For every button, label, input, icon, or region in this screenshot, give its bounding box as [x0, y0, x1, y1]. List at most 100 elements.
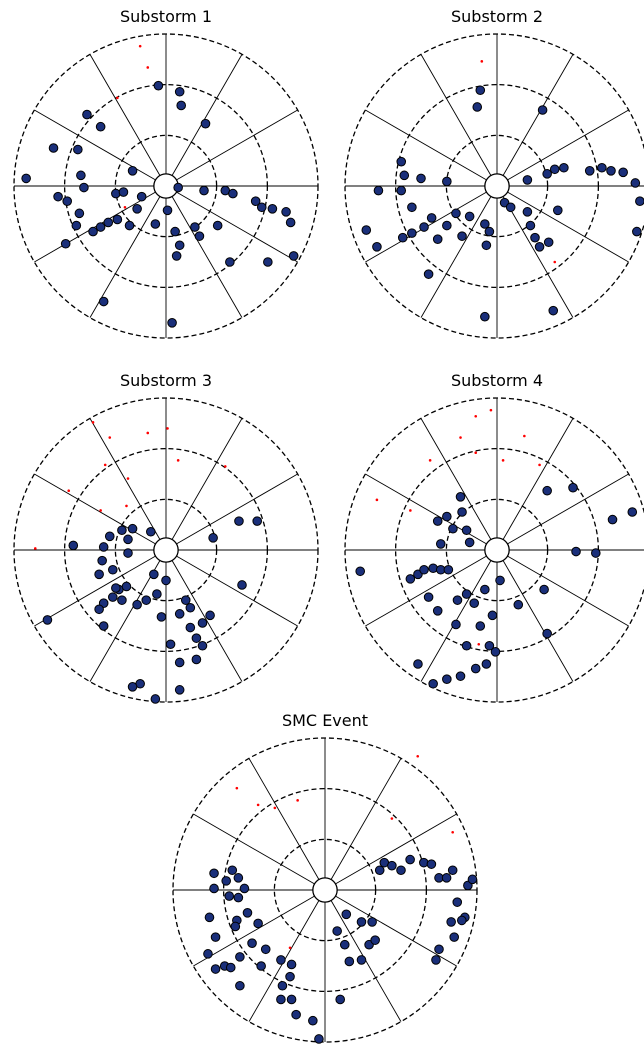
point	[443, 564, 454, 575]
ring	[273, 838, 377, 942]
point	[442, 176, 452, 187]
point	[407, 202, 417, 213]
point	[373, 185, 384, 196]
ring	[484, 537, 510, 563]
point	[537, 105, 548, 115]
point	[108, 592, 118, 602]
polar-panel: Substorm 3	[13, 371, 319, 704]
point	[448, 523, 458, 534]
red-marker	[146, 66, 150, 69]
point	[396, 865, 406, 876]
point	[457, 231, 467, 241]
red-marker	[288, 946, 292, 950]
point	[607, 514, 618, 525]
point	[152, 589, 162, 599]
point	[117, 525, 127, 536]
point	[111, 188, 121, 199]
panel-title: Substorm 3	[120, 371, 212, 390]
point	[118, 187, 129, 197]
point	[281, 207, 291, 217]
point	[428, 678, 438, 689]
point	[426, 213, 437, 223]
spoke	[420, 418, 492, 540]
point	[451, 208, 461, 219]
red-marker	[146, 431, 150, 435]
point	[432, 606, 443, 616]
spoke	[507, 555, 629, 627]
red-marker	[409, 509, 412, 512]
point	[568, 482, 578, 493]
point	[234, 516, 244, 526]
ring	[13, 33, 319, 339]
point	[480, 219, 490, 229]
point	[150, 219, 161, 229]
point	[94, 569, 104, 580]
spoke	[89, 54, 161, 176]
red-marker	[489, 408, 493, 412]
spoke	[171, 196, 243, 318]
point	[239, 883, 250, 894]
point	[233, 892, 244, 903]
point	[117, 595, 127, 605]
ring	[484, 173, 510, 199]
point	[74, 208, 85, 219]
point	[256, 202, 267, 213]
point	[542, 485, 552, 496]
point	[464, 537, 475, 548]
point	[467, 874, 478, 885]
point	[423, 592, 434, 602]
point	[522, 175, 533, 185]
point	[355, 566, 366, 577]
spoke	[502, 54, 574, 176]
point	[288, 251, 299, 261]
point	[230, 921, 241, 932]
point	[162, 205, 173, 216]
ring	[172, 737, 478, 1043]
point	[470, 663, 481, 674]
point	[256, 961, 266, 971]
point	[606, 166, 616, 176]
point	[62, 196, 72, 206]
point	[481, 659, 492, 669]
point	[432, 234, 443, 244]
point	[260, 944, 271, 955]
spoke	[507, 109, 629, 181]
point	[165, 639, 176, 650]
point	[559, 162, 569, 173]
ring	[394, 83, 600, 289]
point	[472, 102, 483, 112]
panel-title: Substorm 2	[451, 7, 543, 26]
red-marker	[103, 463, 107, 467]
spoke	[176, 473, 298, 545]
spoke	[34, 473, 156, 545]
point	[242, 908, 253, 918]
point	[591, 548, 601, 558]
red-marker	[123, 205, 127, 209]
spoke	[335, 895, 457, 967]
point	[419, 564, 429, 575]
point	[250, 196, 261, 206]
point	[127, 523, 138, 534]
point	[635, 196, 644, 206]
point	[73, 144, 83, 155]
point	[344, 956, 355, 967]
point	[332, 926, 342, 936]
ring	[344, 33, 644, 339]
panel-title: Substorm 1	[120, 7, 212, 26]
point	[426, 859, 437, 869]
point	[432, 516, 443, 526]
point	[618, 167, 628, 178]
point	[285, 217, 296, 228]
point	[200, 118, 211, 129]
point	[127, 166, 138, 176]
point	[286, 959, 297, 970]
red-marker	[33, 547, 37, 550]
ring	[445, 134, 549, 238]
point	[21, 173, 31, 184]
point	[396, 185, 407, 196]
red-marker	[538, 463, 541, 467]
point	[121, 581, 132, 592]
panel-title: Substorm 4	[451, 371, 543, 390]
point	[308, 1015, 318, 1026]
point	[111, 583, 121, 593]
